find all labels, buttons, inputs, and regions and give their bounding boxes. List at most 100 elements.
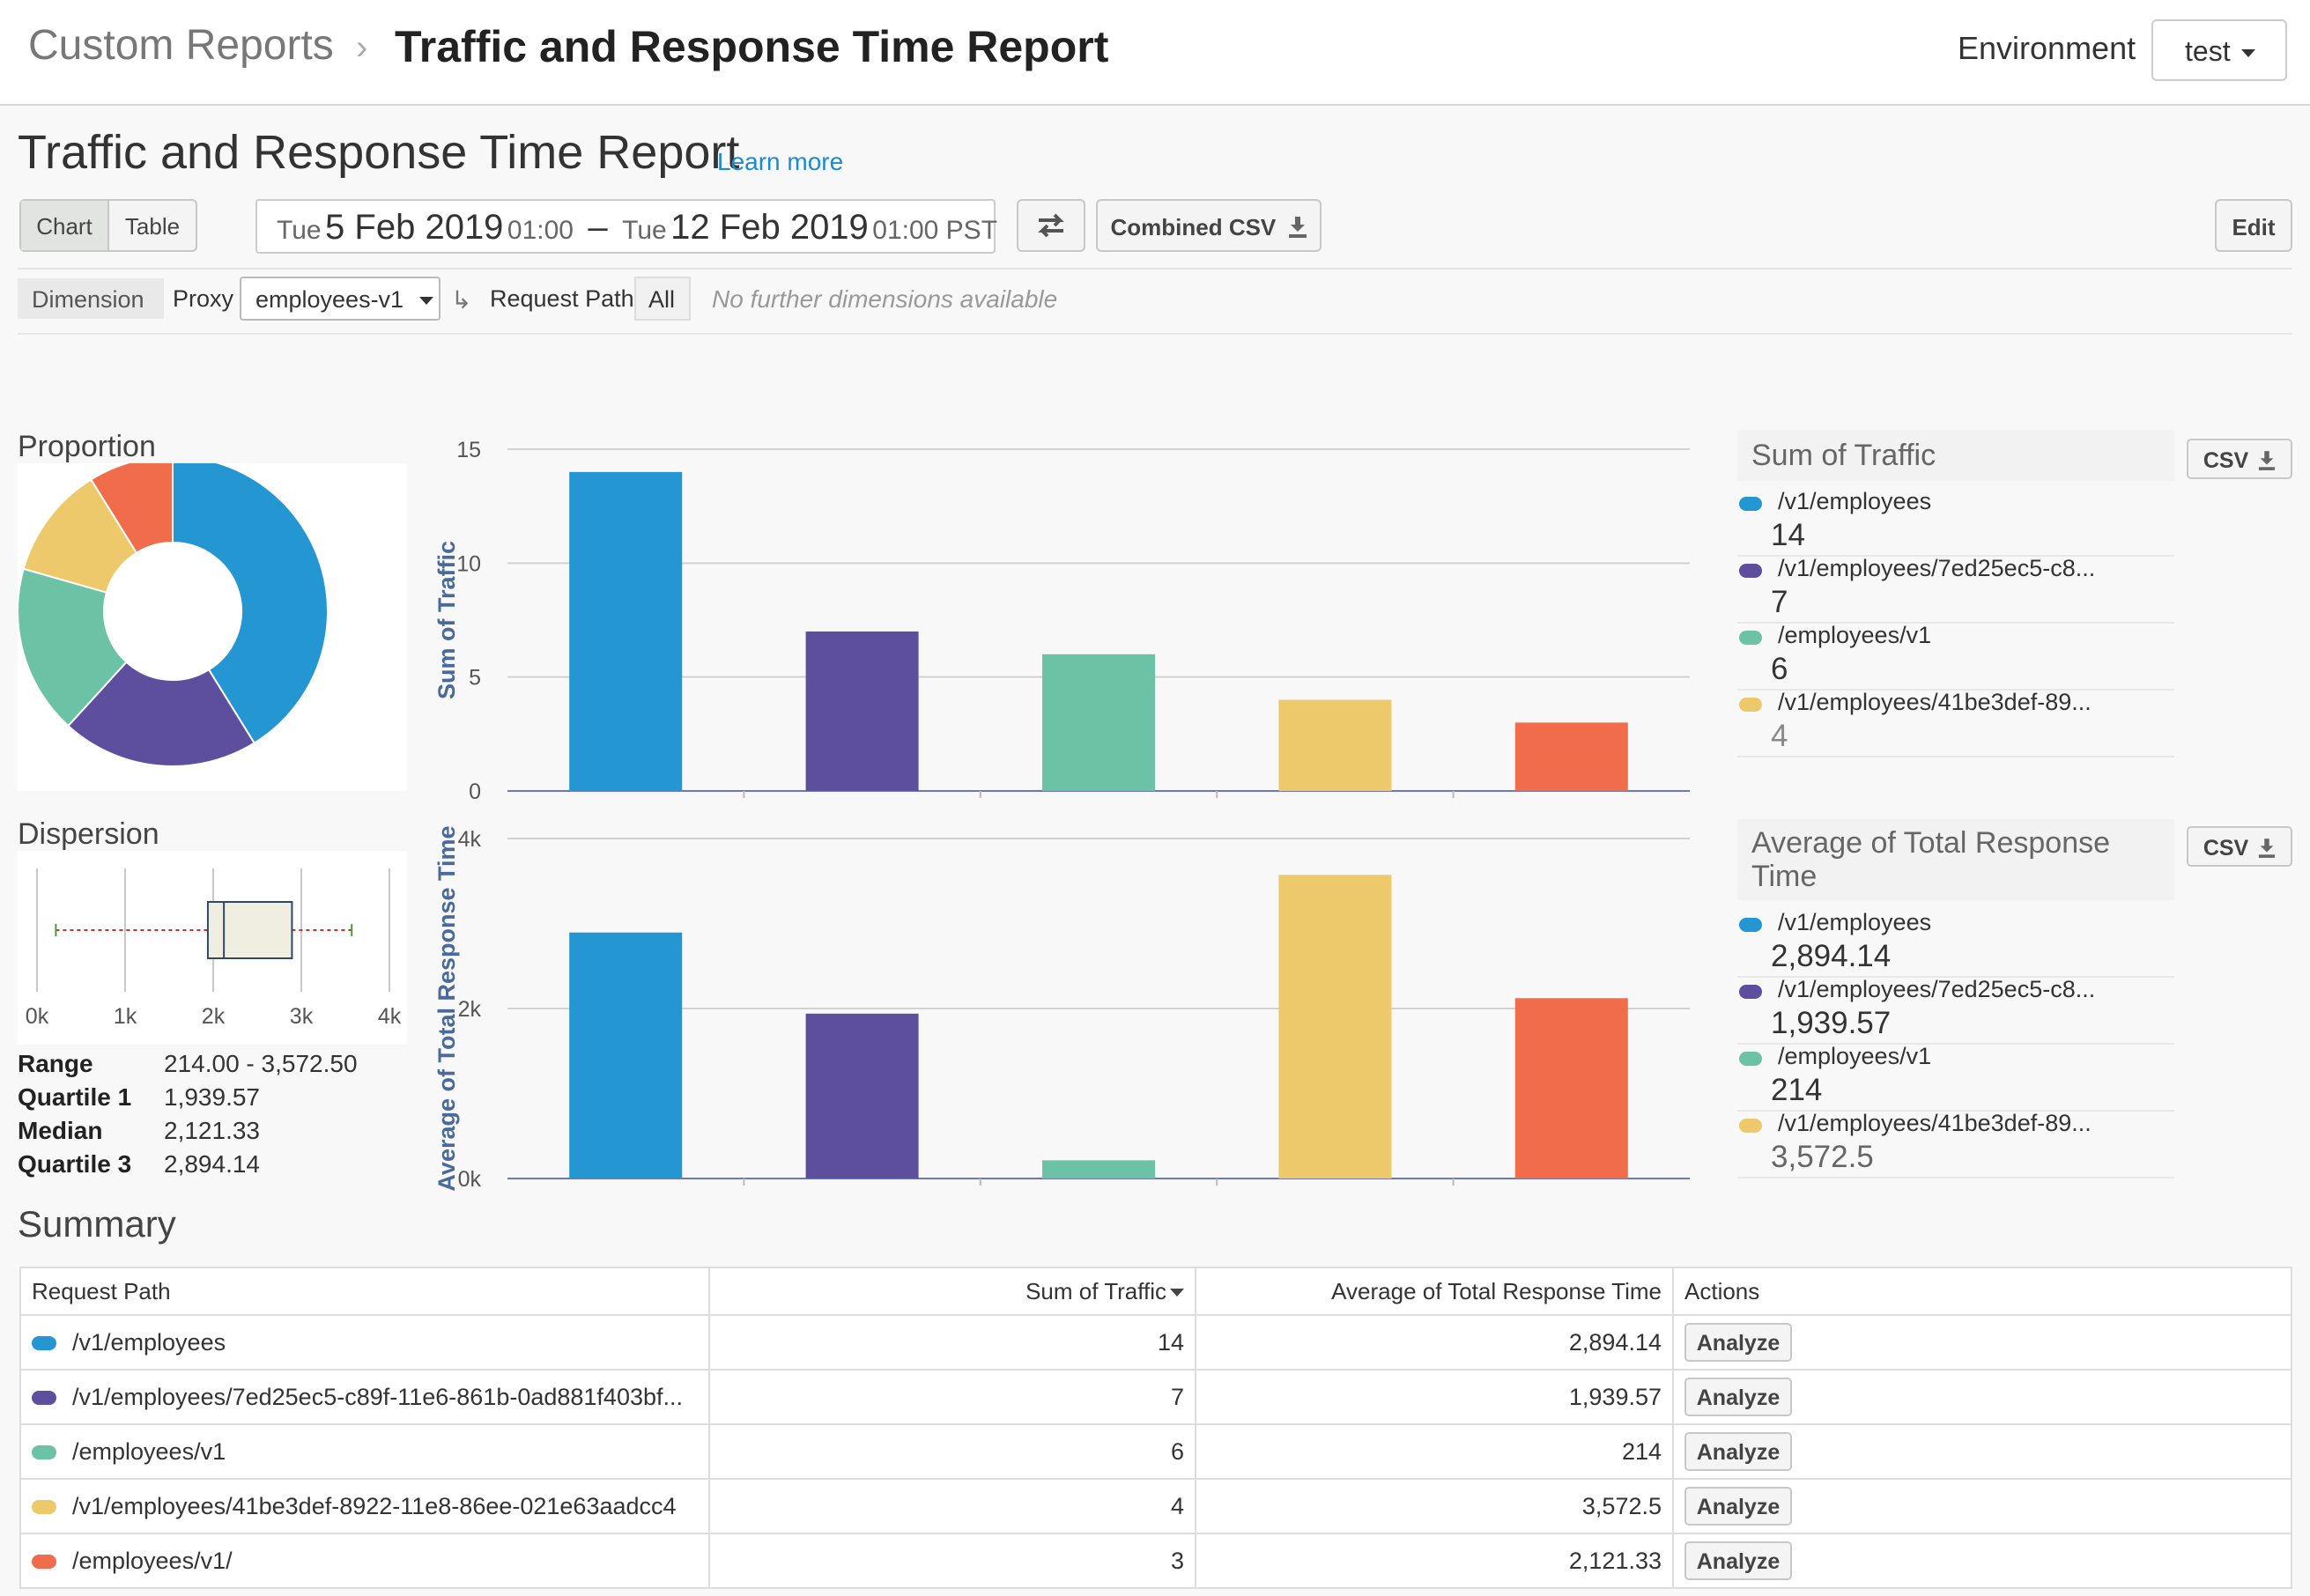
divider (1737, 622, 2174, 624)
start-time: 01:00 (507, 216, 574, 245)
traffic-bar (1278, 699, 1392, 791)
response-legend-label: /v1/employees (1778, 909, 1932, 935)
response-ytick-label: 4k (458, 827, 482, 852)
divider (1737, 1110, 2174, 1112)
end-time: 01:00 PST (872, 216, 998, 245)
response-legend-label: /employees/v1 (1778, 1043, 1932, 1069)
legend-swatch (1739, 918, 1762, 932)
request-path-label: Request Path (490, 285, 634, 312)
dimension-label: Dimension (18, 278, 164, 319)
table-view-button[interactable]: Table (124, 213, 181, 240)
response-legend-label: /v1/employees/7ed25ec5-c8... (1778, 976, 2096, 1002)
traffic-csv-button[interactable]: CSV (2187, 439, 2292, 479)
response-legend-title-line2: Time (1751, 860, 1818, 893)
table-row: /v1/employees 14 2,894.14 Analyze (20, 1315, 2292, 1371)
request-path-text: /employees/v1 (72, 1437, 226, 1465)
edit-button[interactable]: Edit (2215, 199, 2292, 252)
dispersion-boxplot: 0k 1k 2k 3k 4k (26, 868, 402, 1029)
top-bar (0, 0, 2310, 106)
page-title: Traffic and Response Time Report (18, 126, 740, 179)
response-legend-title: Average of Total Response Time (1737, 819, 2174, 900)
proportion-donut-chart (17, 454, 329, 767)
boxplot-tick-label: 3k (290, 1004, 314, 1029)
cell-request-path: /employees/v1/ (20, 1533, 710, 1589)
divider (1737, 1177, 2174, 1179)
cell-request-path: /employees/v1 (20, 1424, 710, 1480)
stat-range-value: 214.00 - 3,572.50 (164, 1050, 358, 1077)
response-bar (805, 1013, 919, 1179)
table-row: /employees/v1 6 214 Analyze (20, 1424, 2292, 1480)
traffic-legend-value: 6 (1771, 652, 1788, 686)
summary-title: Summary (18, 1203, 176, 1245)
end-day: Tue (622, 216, 667, 245)
traffic-bar (569, 471, 683, 791)
cell-response: 2,121.33 (1196, 1533, 1674, 1589)
chevron-down-icon (419, 297, 434, 306)
combined-csv-label: Combined CSV (1110, 214, 1277, 240)
traffic-ytick-label: 10 (456, 551, 481, 576)
swap-arrows-icon (1038, 213, 1064, 238)
divider (1737, 689, 2174, 691)
chart-view-button[interactable]: Chart (21, 201, 109, 250)
breadcrumb-custom-reports[interactable]: Custom Reports (28, 22, 334, 69)
combined-csv-button[interactable]: Combined CSV (1096, 199, 1322, 252)
analyze-button[interactable]: Analyze (1684, 1378, 1792, 1416)
donut-slice (17, 567, 128, 728)
stat-q3-value: 2,894.14 (164, 1150, 260, 1178)
start-day: Tue (277, 216, 322, 245)
traffic-bar (1042, 654, 1155, 791)
proportion-panel (17, 454, 407, 791)
boxplot-tick-label: 1k (114, 1004, 137, 1029)
donut-slice (172, 454, 329, 745)
stat-median-label: Median (18, 1117, 103, 1144)
analyze-button[interactable]: Analyze (1684, 1432, 1792, 1471)
divider (18, 268, 2292, 270)
table-header-row: Request Path Sum of Traffic Average of T… (20, 1267, 2292, 1316)
response-csv-button[interactable]: CSV (2187, 826, 2292, 867)
date-range-picker[interactable]: Tue 5 Feb 2019 01:00 – Tue 12 Feb 2019 0… (255, 199, 998, 254)
download-icon (2259, 451, 2276, 470)
response-bar (1514, 998, 1628, 1179)
column-avg-response-time[interactable]: Average of Total Response Time (1196, 1267, 1674, 1316)
chevron-down-icon (2240, 49, 2255, 58)
request-path-filter[interactable]: All (634, 277, 691, 321)
divider (18, 333, 2292, 335)
traffic-legend-value: 14 (1771, 518, 1805, 552)
cell-actions: Analyze (1673, 1424, 2292, 1480)
analyze-button[interactable]: Analyze (1684, 1541, 1792, 1580)
cell-traffic: 3 (709, 1533, 1196, 1589)
legend-swatch (1739, 497, 1762, 511)
legend-swatch (1739, 564, 1762, 578)
proxy-label: Proxy (173, 285, 234, 312)
environment-select[interactable]: test (2151, 19, 2287, 81)
proportion-title: Proportion (18, 430, 156, 463)
cell-response: 2,894.14 (1196, 1315, 1674, 1371)
download-icon (1288, 217, 1307, 238)
learn-more-link[interactable]: Learn more (717, 148, 844, 175)
download-icon (2259, 839, 2276, 858)
cell-response: 214 (1196, 1424, 1674, 1480)
traffic-legend-label: /v1/employees/7ed25ec5-c8... (1778, 555, 2096, 581)
proxy-select[interactable]: employees-v1 (240, 277, 441, 321)
column-request-path[interactable]: Request Path (20, 1267, 710, 1316)
analyze-button[interactable]: Analyze (1684, 1323, 1792, 1362)
request-path-text: /v1/employees/41be3def-8922-11e8-86ee-02… (72, 1492, 677, 1519)
environment-value: test (2185, 35, 2231, 67)
table-row: /v1/employees/7ed25ec5-c89f-11e6-861b-0a… (20, 1370, 2292, 1425)
cell-request-path: /v1/employees (20, 1315, 710, 1371)
row-color-swatch (32, 1500, 56, 1515)
response-bar (1042, 1160, 1155, 1179)
response-legend-value: 1,939.57 (1771, 1006, 1892, 1040)
analyze-button[interactable]: Analyze (1684, 1487, 1792, 1526)
response-legend-title-line1: Average of Total Response (1751, 826, 2111, 860)
traffic-ytick-label: 5 (469, 666, 481, 691)
cell-actions: Analyze (1673, 1370, 2292, 1425)
column-sum-of-traffic[interactable]: Sum of Traffic (709, 1267, 1196, 1316)
stat-q1-value: 1,939.57 (164, 1083, 260, 1111)
cell-actions: Analyze (1673, 1533, 2292, 1589)
request-path-text: /v1/employees (72, 1328, 226, 1356)
swap-dates-button[interactable] (1017, 199, 1085, 252)
request-path-text: /employees/v1/ (72, 1547, 233, 1574)
boxplot-tick-label: 2k (202, 1004, 226, 1029)
proxy-value: employees-v1 (255, 286, 404, 313)
